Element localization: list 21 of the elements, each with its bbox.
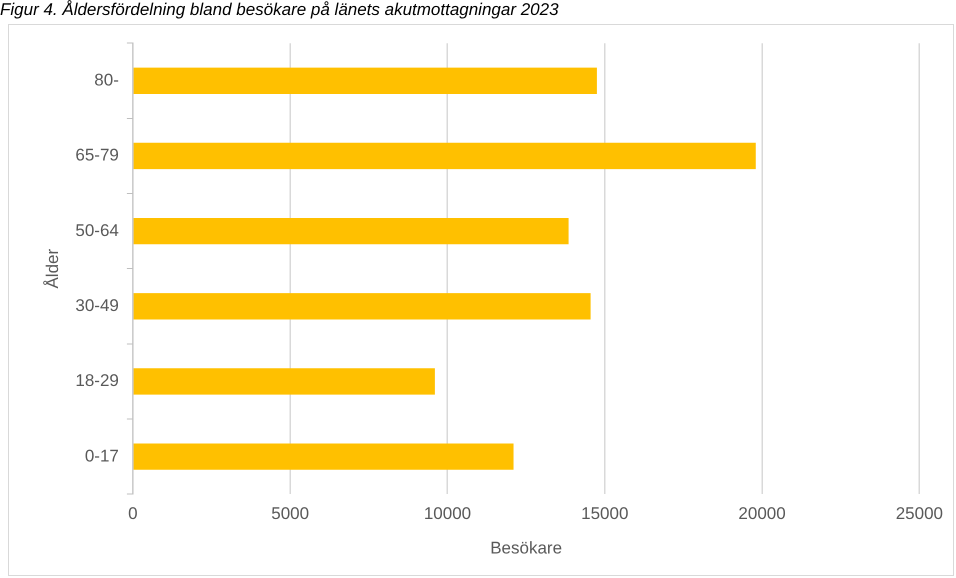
x-axis-title: Besökare	[490, 538, 562, 558]
bar	[134, 218, 569, 244]
y-tick-label: 18-29	[75, 371, 119, 390]
x-tick-label: 20000	[738, 504, 786, 524]
bar	[134, 293, 591, 320]
x-tick-label: 15000	[581, 504, 628, 524]
y-tick-label: 30-49	[75, 296, 119, 315]
y-tick-label: 80-	[94, 70, 119, 90]
chart-title: Figur 4. Åldersfördelning bland besökare på länets akutmottagningar 2023	[0, 0, 559, 20]
x-tick-label: 25000	[896, 504, 944, 524]
bar	[134, 142, 756, 170]
y-tick-label: 65-79	[75, 146, 119, 165]
x-tick-label: 5000	[271, 504, 310, 524]
bar	[134, 368, 435, 395]
y-tick-label: 0-17	[84, 446, 119, 466]
y-tick-label: 50-64	[75, 220, 119, 240]
y-axis-title: Ålder	[42, 248, 62, 289]
bar	[134, 443, 514, 470]
x-tick-label: 10000	[424, 504, 472, 524]
x-tick-label: 0	[128, 504, 138, 524]
bar	[134, 68, 597, 94]
